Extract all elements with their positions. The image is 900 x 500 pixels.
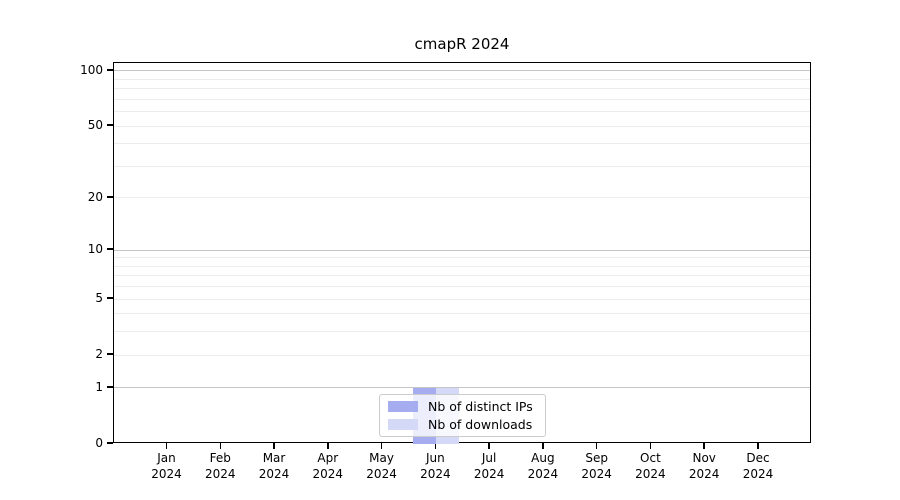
x-axis-tick bbox=[327, 443, 329, 449]
gridline-minor bbox=[114, 331, 810, 333]
x-tick-label: Sep 2024 bbox=[581, 451, 612, 481]
y-axis-tick bbox=[107, 386, 113, 388]
x-axis-tick bbox=[757, 443, 759, 449]
x-tick-label: Apr 2024 bbox=[312, 451, 344, 481]
gridline-minor bbox=[114, 88, 810, 90]
x-axis-tick bbox=[595, 443, 598, 449]
gridline-minor bbox=[114, 286, 810, 288]
gridline-major bbox=[114, 70, 810, 72]
gridline-minor bbox=[114, 354, 810, 356]
gridline-minor bbox=[114, 78, 810, 80]
gridline-major bbox=[114, 387, 810, 389]
y-axis-tick bbox=[107, 442, 113, 444]
x-axis-tick bbox=[273, 443, 275, 449]
gridline-minor bbox=[114, 257, 810, 259]
x-tick-label: Oct 2024 bbox=[635, 451, 666, 481]
x-tick-label: Nov 2024 bbox=[688, 451, 720, 481]
y-axis-tick bbox=[107, 196, 113, 198]
x-axis-tick bbox=[165, 443, 168, 449]
gridline-minor bbox=[114, 143, 810, 145]
gridline-minor bbox=[114, 275, 810, 277]
legend-item-distinct-ips: Nb of distinct IPs bbox=[388, 399, 537, 414]
y-tick-label: 2 bbox=[95, 347, 103, 362]
gridline-minor bbox=[114, 313, 810, 315]
x-tick-label: Aug 2024 bbox=[527, 451, 559, 481]
x-tick-label: Feb 2024 bbox=[204, 451, 236, 481]
y-axis-tick bbox=[107, 124, 113, 126]
x-axis-tick bbox=[703, 443, 705, 449]
legend-item-downloads: Nb of downloads bbox=[388, 417, 537, 432]
y-tick-label: 5 bbox=[95, 291, 103, 306]
y-axis-tick bbox=[107, 297, 113, 299]
chart-title: cmapR 2024 bbox=[414, 35, 510, 53]
x-axis-tick bbox=[219, 443, 222, 449]
y-tick-label: 20 bbox=[87, 189, 103, 204]
x-axis-tick bbox=[380, 443, 383, 449]
x-tick-label: Jul 2024 bbox=[473, 451, 505, 481]
gridline-minor bbox=[114, 298, 810, 300]
legend-label-downloads: Nb of downloads bbox=[428, 416, 533, 432]
x-axis-tick bbox=[649, 443, 652, 449]
y-tick-label: 0 bbox=[95, 436, 103, 450]
gridline-minor bbox=[114, 197, 810, 199]
gridline-minor bbox=[114, 111, 810, 113]
plot-area: Nb of distinct IPs Nb of downloads bbox=[113, 62, 811, 444]
x-tick-label: Mar 2024 bbox=[258, 451, 290, 481]
y-axis-tick bbox=[107, 248, 113, 250]
y-tick-label: 10 bbox=[87, 242, 103, 257]
y-axis-tick bbox=[107, 353, 113, 355]
gridline-major bbox=[114, 249, 810, 251]
x-tick-label: May 2024 bbox=[366, 451, 397, 481]
x-axis-tick bbox=[434, 443, 437, 449]
y-axis-tick bbox=[107, 69, 113, 71]
gridline-minor bbox=[114, 125, 810, 127]
gridline-minor bbox=[114, 165, 810, 167]
gridline-minor bbox=[114, 98, 810, 100]
y-tick-label: 100 bbox=[80, 62, 103, 77]
legend-swatch-downloads bbox=[388, 418, 418, 430]
x-tick-label: Jan 2024 bbox=[151, 451, 182, 481]
gridline-minor bbox=[114, 265, 810, 267]
legend-label-distinct-ips: Nb of distinct IPs bbox=[428, 399, 533, 415]
x-axis-tick bbox=[542, 443, 544, 449]
x-axis-tick bbox=[488, 443, 490, 449]
y-tick-label: 1 bbox=[95, 379, 103, 394]
x-tick-label: Dec 2024 bbox=[742, 451, 774, 481]
legend-swatch-distinct-ips bbox=[388, 401, 418, 413]
legend: Nb of distinct IPs Nb of downloads bbox=[379, 394, 546, 437]
y-tick-label: 50 bbox=[87, 118, 103, 133]
x-tick-label: Jun 2024 bbox=[420, 451, 451, 481]
